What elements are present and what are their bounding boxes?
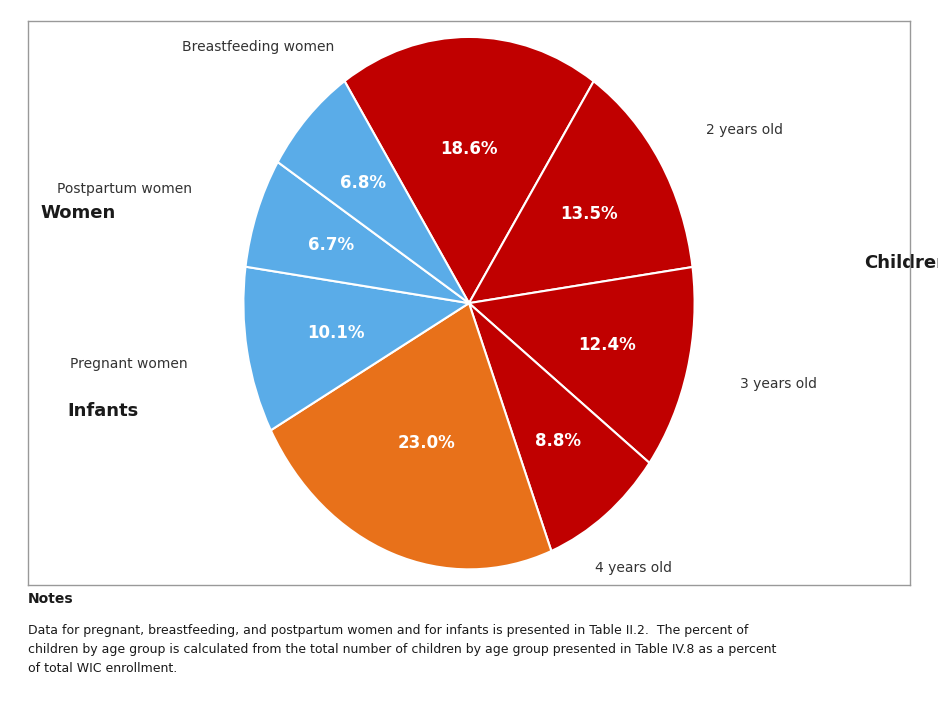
Wedge shape xyxy=(344,37,594,303)
Text: 2 years old: 2 years old xyxy=(706,123,783,137)
Text: 23.0%: 23.0% xyxy=(398,434,455,453)
Wedge shape xyxy=(246,162,469,303)
Text: 18.6%: 18.6% xyxy=(440,140,498,158)
Text: 13.5%: 13.5% xyxy=(560,204,618,223)
Text: Postpartum women: Postpartum women xyxy=(57,182,192,196)
Text: 4 years old: 4 years old xyxy=(595,561,673,575)
Text: 12.4%: 12.4% xyxy=(578,336,636,354)
Text: Infants: Infants xyxy=(68,403,139,420)
Wedge shape xyxy=(469,303,649,551)
Text: 3 years old: 3 years old xyxy=(740,377,817,391)
Wedge shape xyxy=(469,267,695,463)
Wedge shape xyxy=(278,81,469,303)
Text: 10.1%: 10.1% xyxy=(308,324,365,342)
Text: 8.8%: 8.8% xyxy=(536,431,582,450)
Text: 6.7%: 6.7% xyxy=(308,236,354,254)
Wedge shape xyxy=(243,266,469,430)
Text: Women: Women xyxy=(40,204,115,222)
Text: Breastfeeding women: Breastfeeding women xyxy=(182,40,334,54)
Wedge shape xyxy=(271,303,552,570)
Text: Pregnant women: Pregnant women xyxy=(69,357,188,372)
Text: 6.8%: 6.8% xyxy=(340,174,386,192)
Text: Notes: Notes xyxy=(28,592,74,606)
Text: Data for pregnant, breastfeeding, and postpartum women and for infants is presen: Data for pregnant, breastfeeding, and po… xyxy=(28,624,777,675)
Wedge shape xyxy=(469,81,692,303)
Text: Children: Children xyxy=(864,254,938,271)
